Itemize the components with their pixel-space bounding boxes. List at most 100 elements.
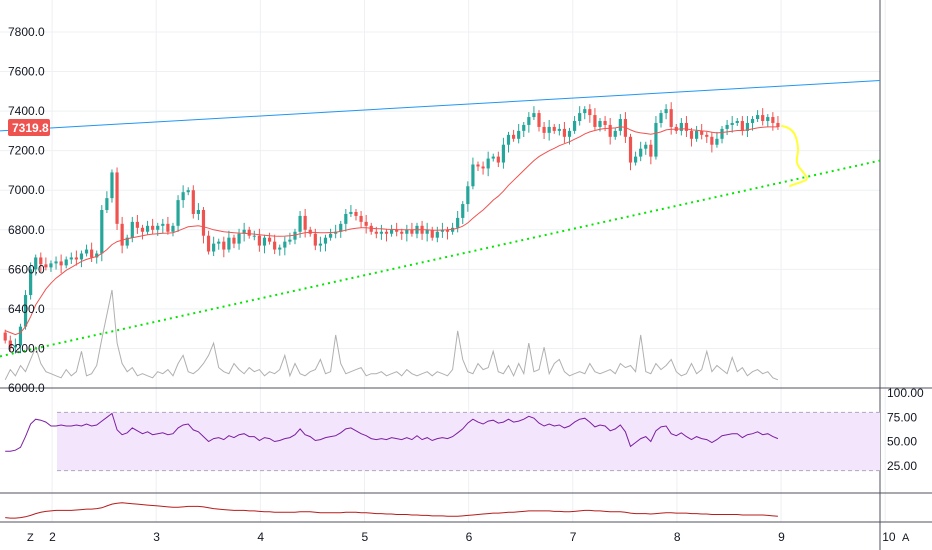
candle-body <box>710 136 714 145</box>
candle-body <box>395 229 399 232</box>
candle <box>64 256 68 269</box>
candle-body <box>496 156 500 163</box>
candle-body <box>125 237 129 246</box>
candle <box>344 209 348 232</box>
candle <box>720 125 724 144</box>
candle-body <box>715 138 719 145</box>
candle-body <box>384 231 389 234</box>
rsi-tick-label: 75.00 <box>887 410 917 424</box>
candle <box>110 169 114 203</box>
resistance-trendline[interactable] <box>0 79 881 132</box>
rsi-line <box>5 412 779 452</box>
candle <box>466 181 470 212</box>
candle-body <box>745 122 750 131</box>
candle-body <box>491 156 495 159</box>
candle <box>618 114 622 136</box>
candle <box>100 205 104 262</box>
candle <box>756 110 760 122</box>
candle-body <box>252 235 256 237</box>
candle-body <box>542 126 546 133</box>
candle-body <box>476 164 480 167</box>
time-tick-label: 9 <box>778 530 785 544</box>
candle-body <box>156 225 160 230</box>
candle <box>628 133 633 171</box>
auto-scale-toggle[interactable]: Z <box>27 532 34 544</box>
auto-mode-toggle[interactable]: A <box>902 532 910 544</box>
candle <box>481 161 485 175</box>
candle <box>486 151 490 177</box>
macd-line <box>5 502 778 519</box>
price-tick-label: 6800.0 <box>8 223 45 237</box>
candle-body <box>425 229 429 234</box>
support-trendline[interactable] <box>0 159 881 358</box>
candle <box>420 220 424 240</box>
candle-body <box>389 229 394 234</box>
candle-body <box>730 122 734 125</box>
candle-body <box>8 340 12 348</box>
candle <box>750 116 755 131</box>
candle <box>664 104 668 120</box>
time-tick-label: 3 <box>153 530 160 544</box>
candle-body <box>283 241 287 248</box>
candle-body <box>44 264 48 268</box>
candle-body <box>374 231 378 234</box>
price-axis: 7800.0 7600.0 7400.0 7200.0 7000.0 6800.0 6600… <box>8 25 924 473</box>
candle-body <box>430 229 434 238</box>
candle <box>583 106 587 120</box>
candle <box>644 141 648 155</box>
candle <box>476 161 480 172</box>
price-tick-label: 7800.0 <box>8 25 45 39</box>
candle-body <box>151 225 155 230</box>
candle-body <box>69 257 73 260</box>
candle-body <box>771 117 775 123</box>
candle <box>517 123 521 144</box>
candle-body <box>59 261 63 266</box>
time-tick-label: 7 <box>570 530 577 544</box>
moving-average-line <box>5 126 778 336</box>
candle-body <box>217 241 221 244</box>
candle <box>456 210 460 233</box>
candle <box>359 210 363 228</box>
candle-body <box>64 259 68 266</box>
candle-body <box>461 204 465 218</box>
zoom-button[interactable]: Z <box>27 532 34 544</box>
candle-body <box>379 231 384 234</box>
candle <box>328 228 333 241</box>
candle-body <box>171 225 175 232</box>
candle <box>537 110 541 132</box>
candle-body <box>725 124 729 129</box>
candle-body <box>583 109 587 114</box>
candle <box>257 228 261 252</box>
candle-body <box>750 119 755 123</box>
candle-body <box>608 124 612 137</box>
candle-body <box>110 172 114 199</box>
last-price-label: 7319.8 <box>12 121 49 135</box>
candle <box>44 257 48 271</box>
candle <box>8 335 12 353</box>
candle <box>633 151 638 166</box>
candle-body <box>735 121 739 123</box>
candle <box>29 262 33 300</box>
auto-button[interactable]: A <box>902 532 910 544</box>
volume-line <box>4 289 779 381</box>
candle-body <box>191 190 195 214</box>
candle-body <box>633 156 638 163</box>
candle <box>278 244 282 256</box>
candle-body <box>161 223 165 226</box>
hand-drawn-projection[interactable] <box>781 125 808 187</box>
candlestick-series <box>3 102 780 354</box>
time-tick-label: 8 <box>674 530 681 544</box>
volume-histogram <box>4 289 779 381</box>
candle <box>349 205 353 217</box>
candle <box>171 222 175 237</box>
candle <box>578 106 582 126</box>
candle <box>49 260 53 272</box>
candle-body <box>552 126 556 131</box>
candle-body <box>318 243 323 246</box>
candle-body <box>369 225 373 232</box>
candle-body <box>445 229 450 232</box>
candle-body <box>466 186 470 205</box>
candle <box>34 254 38 276</box>
macd-pane <box>5 502 778 519</box>
